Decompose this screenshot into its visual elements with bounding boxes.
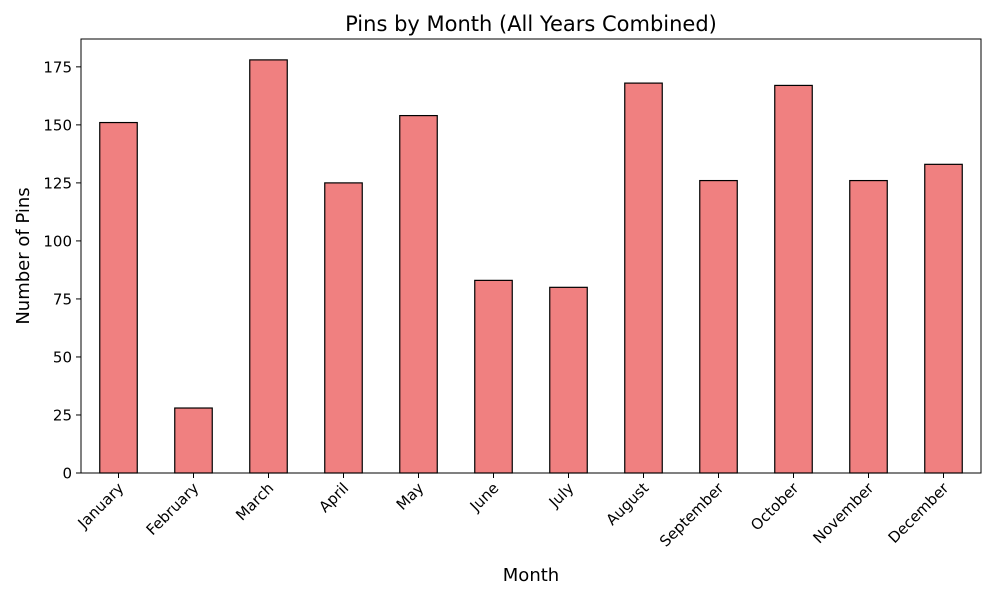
x-tick-label-may: May — [393, 479, 428, 514]
x-tick-label-october: October — [747, 479, 803, 535]
bar-august — [624, 82, 663, 474]
y-tick-label: 175 — [43, 58, 72, 76]
bar-july — [549, 286, 588, 474]
plot-frame — [80, 38, 982, 474]
y-tick-label: 125 — [43, 174, 72, 192]
bar-october — [774, 84, 813, 474]
x-tick-label-august: August — [602, 479, 652, 529]
y-axis-title: Number of Pins — [13, 187, 34, 324]
bar-february — [174, 407, 213, 474]
bar-march — [249, 59, 288, 474]
bar-april — [324, 182, 363, 474]
y-tick-label: 25 — [53, 406, 72, 424]
bar-june — [474, 279, 513, 474]
bar-november — [849, 179, 888, 474]
chart-title: Pins by Month (All Years Combined) — [345, 12, 717, 36]
y-tick-label: 75 — [53, 290, 72, 308]
x-tick-label-december: December — [885, 479, 953, 547]
x-tick-label-june: June — [466, 479, 503, 516]
x-tick-label-march: March — [232, 479, 277, 524]
bar-december — [924, 163, 963, 474]
y-axis: 0 25 50 75 100 125 150 175 — [43, 58, 81, 483]
x-axis: January February March April May June July Augu… — [74, 473, 953, 550]
x-tick-label-january: January — [74, 479, 128, 533]
plot-area — [99, 59, 963, 474]
x-tick-label-september: September — [656, 479, 728, 551]
x-axis-title: Month — [503, 565, 559, 586]
x-tick-label-november: November — [809, 479, 877, 547]
y-tick-label: 0 — [62, 465, 72, 483]
y-tick-label: 50 — [53, 348, 72, 366]
bar-may — [399, 114, 438, 474]
x-tick-label-april: April — [315, 479, 352, 516]
x-tick-label-february: February — [143, 479, 203, 539]
y-tick-label: 150 — [43, 116, 72, 134]
bar-september — [699, 179, 738, 474]
bar-january — [99, 121, 138, 474]
y-tick-label: 100 — [43, 232, 72, 250]
x-tick-label-july: July — [545, 479, 578, 512]
